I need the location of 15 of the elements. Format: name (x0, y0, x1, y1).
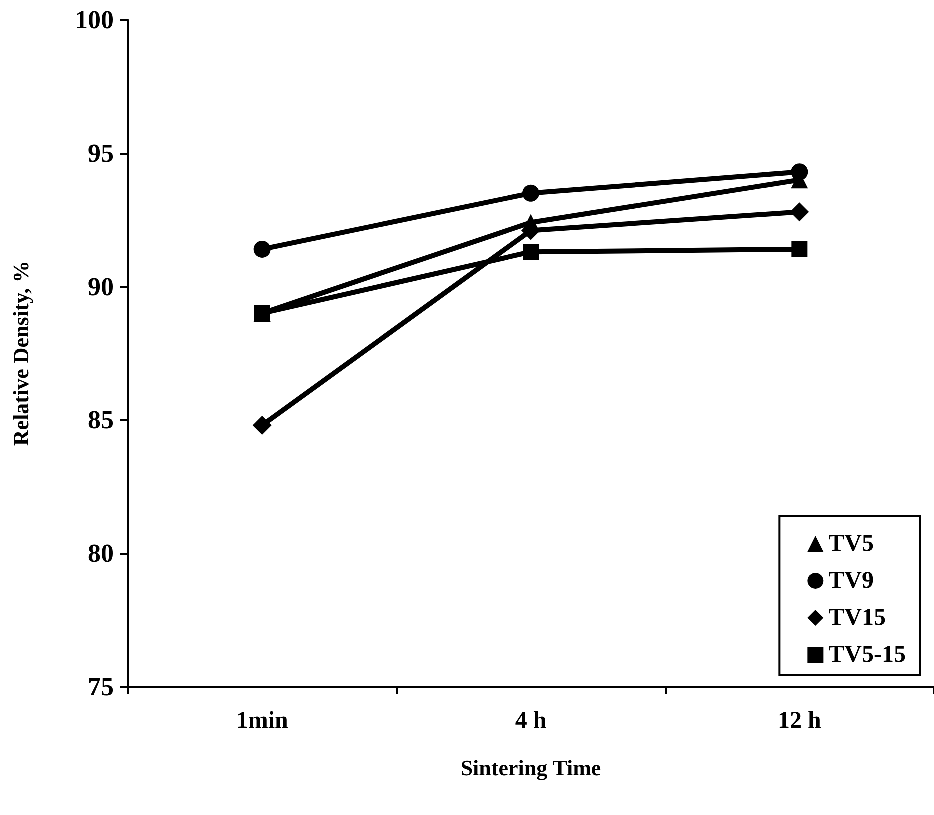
y-tick-label: 95 (88, 138, 114, 168)
y-axis-title: Relative Density, % (8, 260, 34, 446)
y-tick-label: 85 (88, 406, 114, 435)
x-tick-label: 12 h (778, 708, 822, 734)
legend-label: TV5 (828, 531, 874, 557)
legend-label: TV5-15 (828, 642, 906, 668)
y-tick-label: 100 (75, 6, 114, 34)
x-tick-label: 1min (236, 708, 288, 734)
y-tick-label: 80 (88, 539, 114, 568)
legend-label: TV9 (828, 568, 874, 594)
y-tick-label: 75 (88, 672, 114, 702)
legend-label: TV15 (828, 605, 886, 631)
x-tick-label: 4 h (515, 708, 547, 734)
x-axis-title: Sintering Time (460, 756, 602, 780)
y-tick-label: 90 (88, 272, 114, 302)
